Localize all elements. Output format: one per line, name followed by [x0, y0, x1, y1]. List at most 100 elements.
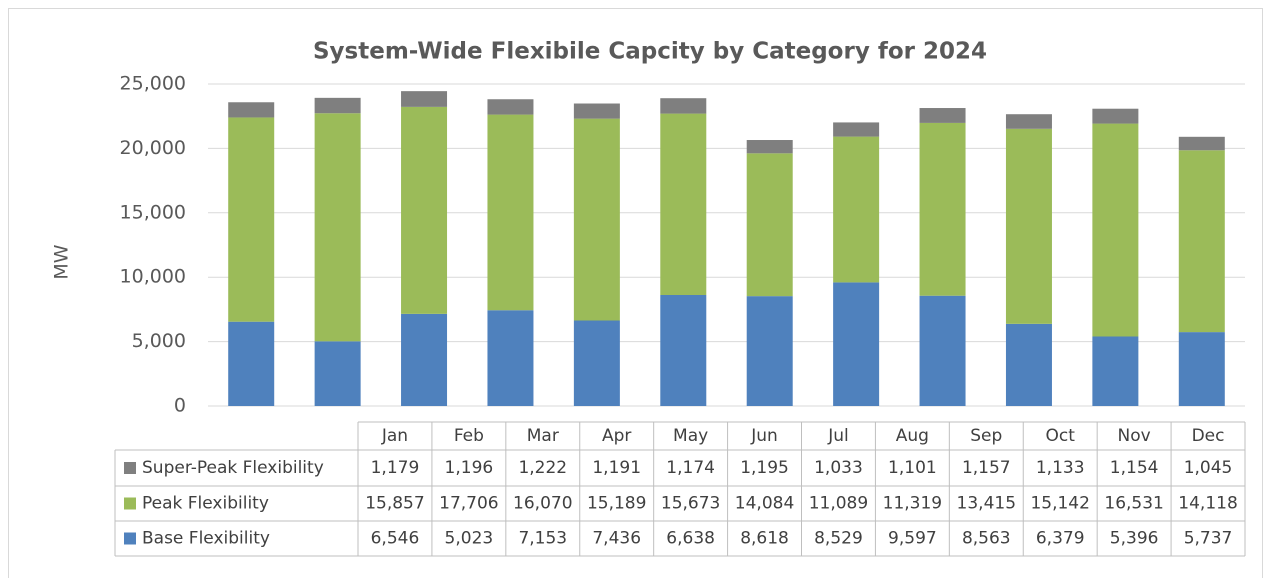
legend-key: [124, 532, 136, 545]
y-tick-label: 0: [174, 395, 186, 417]
bar-segment: [314, 341, 361, 406]
table-value: 8,563: [962, 529, 1011, 549]
bar-segment: [660, 295, 707, 406]
table-value: 15,673: [661, 494, 720, 514]
table-value: 1,195: [740, 458, 789, 478]
chart-title: System-Wide Flexibile Capcity by Categor…: [313, 39, 987, 65]
table-header: Apr: [602, 426, 631, 446]
table-header: Jul: [827, 426, 849, 446]
bar-segment: [401, 106, 448, 314]
table-value: 17,706: [439, 494, 498, 514]
table-header: Oct: [1046, 426, 1076, 446]
bar-segment: [487, 310, 534, 406]
bar-segment: [1092, 108, 1139, 124]
bar-segment: [401, 313, 448, 406]
bar-segment: [919, 295, 966, 406]
table-value: 11,319: [883, 494, 942, 514]
legend-key: [124, 462, 136, 474]
bar-segment: [573, 320, 620, 406]
bar-segment: [919, 108, 966, 123]
bar-segment: [660, 113, 707, 296]
table-value: 15,189: [587, 494, 646, 514]
table-header: Jan: [381, 426, 408, 446]
table-header: Sep: [970, 426, 1002, 446]
table-value: 8,618: [740, 529, 789, 549]
bar-segment: [487, 99, 534, 115]
bar-segment: [1005, 323, 1052, 406]
bar-segment: [573, 103, 620, 119]
table-value: 5,023: [445, 529, 494, 549]
bar-segment: [833, 136, 880, 283]
table-value: 1,174: [666, 458, 715, 478]
table-header: Aug: [896, 426, 929, 446]
bar-segment: [660, 98, 707, 114]
table-value: 5,737: [1184, 529, 1233, 549]
table-value: 7,153: [518, 529, 567, 549]
bar-segment: [1178, 150, 1225, 333]
table-value: 1,179: [371, 458, 420, 478]
bar-segment: [833, 122, 880, 137]
y-tick-label: 20,000: [120, 137, 186, 159]
bar-segment: [314, 97, 361, 114]
legend-label: Base Flexibility: [142, 529, 270, 549]
table-value: 1,154: [1110, 458, 1159, 478]
bar-segment: [1005, 114, 1052, 129]
bar-segment: [228, 102, 275, 118]
table-value: 6,638: [666, 529, 715, 549]
bar-segment: [919, 122, 966, 296]
table-value: 13,415: [957, 494, 1016, 514]
bar-segment: [1178, 136, 1225, 151]
table-value: 14,118: [1178, 494, 1237, 514]
table-value: 1,133: [1036, 458, 1085, 478]
table-value: 1,101: [888, 458, 937, 478]
bar-segment: [746, 140, 793, 154]
bar-segment: [487, 114, 534, 311]
table-header: Nov: [1118, 426, 1151, 446]
bar-segment: [314, 113, 361, 342]
bar-segment: [746, 153, 793, 297]
table-value: 14,084: [735, 494, 794, 514]
table-value: 1,191: [592, 458, 641, 478]
table-value: 1,045: [1184, 458, 1233, 478]
bar-segment: [401, 91, 448, 107]
table-header: Feb: [454, 426, 484, 446]
table-value: 6,546: [371, 529, 420, 549]
table-header: Dec: [1192, 426, 1225, 446]
table-value: 7,436: [592, 529, 641, 549]
y-tick-label: 10,000: [120, 266, 186, 288]
y-tick-label: 25,000: [120, 73, 186, 95]
table-value: 6,379: [1036, 529, 1085, 549]
table-value: 8,529: [814, 529, 863, 549]
table-value: 5,396: [1110, 529, 1159, 549]
table-header: Mar: [527, 426, 559, 446]
bar-segment: [746, 296, 793, 406]
bar-segment: [1005, 128, 1052, 324]
table-value: 9,597: [888, 529, 937, 549]
bar-segment: [228, 117, 275, 322]
table-value: 1,196: [445, 458, 494, 478]
table-value: 1,222: [518, 458, 567, 478]
chart-frame: [8, 8, 1263, 578]
bar-segment: [1092, 336, 1139, 406]
table-value: 16,070: [513, 494, 572, 514]
y-axis-label: MW: [51, 244, 73, 279]
y-tick-label: 15,000: [120, 201, 186, 223]
table-value: 11,089: [809, 494, 868, 514]
legend-label: Super-Peak Flexibility: [142, 458, 324, 478]
table-header: May: [673, 426, 708, 446]
table-value: 1,157: [962, 458, 1011, 478]
bar-segment: [833, 282, 880, 406]
bar-segment: [1092, 123, 1139, 337]
bar-segment: [573, 118, 620, 321]
bar-segment: [1178, 332, 1225, 406]
table-value: 15,142: [1030, 494, 1089, 514]
legend-label: Peak Flexibility: [142, 494, 269, 514]
y-tick-label: 5,000: [132, 330, 186, 352]
table-value: 15,857: [365, 494, 424, 514]
legend-key: [124, 497, 136, 510]
table-value: 1,033: [814, 458, 863, 478]
table-header: Jun: [750, 426, 778, 446]
bar-segment: [228, 321, 275, 406]
table-value: 16,531: [1104, 494, 1163, 514]
